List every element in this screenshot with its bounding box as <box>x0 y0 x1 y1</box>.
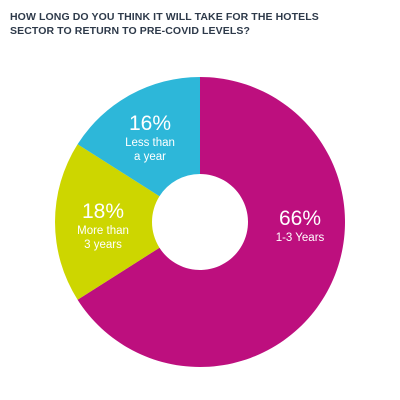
slice <box>77 77 200 197</box>
slice-label: 66% 1-3 Years <box>265 207 335 245</box>
category-label: Less than a year <box>125 137 175 163</box>
category-label: 1-3 Years <box>275 232 325 244</box>
slice <box>55 144 160 300</box>
category-label: More than 3 years <box>77 225 129 251</box>
slice-label: 16% Less than a year <box>115 112 185 164</box>
slice-label: 18% More than 3 years <box>68 200 138 252</box>
slice <box>77 77 346 368</box>
value-label: 66% <box>278 207 322 230</box>
value-label: 16% <box>128 112 172 135</box>
chart-title: HOW LONG DO YOU THINK IT WILL TAKE FOR T… <box>10 11 319 37</box>
value-label: 18% <box>81 200 125 223</box>
